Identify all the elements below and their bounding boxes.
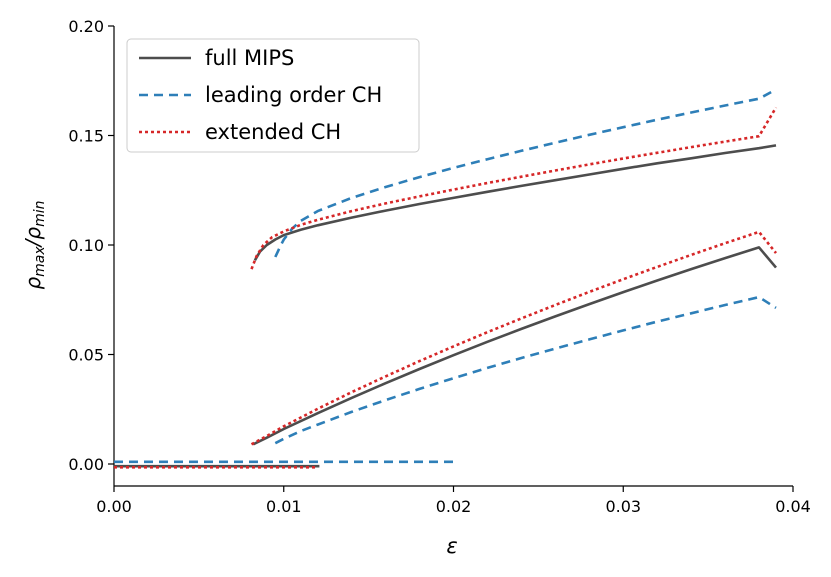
x-tick-label: 0.04 (775, 497, 811, 516)
y-axis-label-main: ρ (21, 277, 45, 290)
axes-layer: 0.00 0.01 0.02 0.03 0.04 0.00 0.05 0.10 0.15 0.20 (68, 17, 810, 516)
series-line-full-mips-2 (252, 246, 777, 446)
series-line-leading-order-ch-2 (274, 295, 777, 445)
y-axis-label-sub2: min (32, 200, 48, 226)
y-axis-label: ρmax/ρmin (21, 200, 48, 289)
legend-label: leading order CH (205, 83, 382, 107)
series-line-full-mips-1 (253, 144, 777, 261)
y-tick-label: 0.20 (68, 17, 104, 36)
y-tick-label: 0.00 (68, 455, 104, 474)
y-tick-label: 0.15 (68, 127, 104, 146)
x-tick-label: 0.02 (436, 497, 472, 516)
y-tick-label: 0.10 (68, 236, 104, 255)
x-tick-label: 0.03 (605, 497, 641, 516)
legend: full MIPS leading order CH extended CH (126, 38, 420, 153)
x-axis-label: ε (446, 534, 457, 558)
series-line-extended-ch-2 (250, 230, 778, 446)
legend-box (126, 38, 420, 153)
legend-label: extended CH (205, 120, 341, 144)
series-layer (114, 88, 778, 469)
series-line-extended-ch-1 (250, 106, 778, 270)
x-tick-label: 0.00 (96, 497, 132, 516)
x-tick-label: 0.01 (266, 497, 302, 516)
y-axis-label-sep: /ρ (21, 227, 45, 249)
y-tick-label: 0.05 (68, 346, 104, 365)
y-axis-label-sub1: max (32, 246, 48, 277)
legend-label: full MIPS (205, 46, 294, 70)
